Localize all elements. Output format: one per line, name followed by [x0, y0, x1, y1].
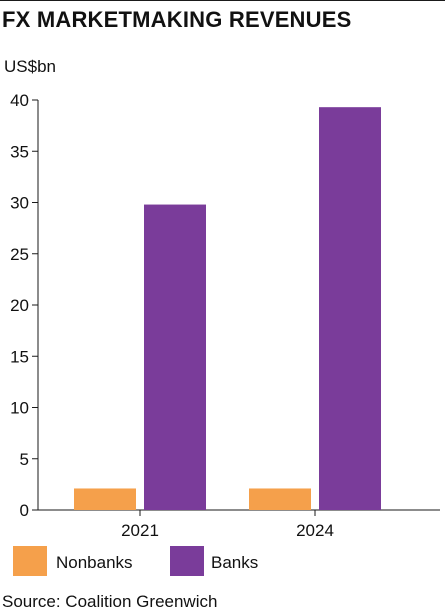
y-tick-label: 5 [20, 450, 29, 469]
legend-label-nonbanks: Nonbanks [56, 553, 133, 572]
y-tick-label: 10 [10, 399, 29, 418]
y-tick-label: 25 [10, 245, 29, 264]
top-rule [0, 0, 445, 1]
bar-banks-2024 [319, 107, 381, 511]
legend-label-banks: Banks [211, 553, 258, 572]
y-tick-label: 35 [10, 142, 29, 161]
y-axis-unit-label: US$bn [4, 57, 56, 76]
x-tick-label: 2021 [121, 521, 159, 540]
y-tick-label: 0 [20, 501, 29, 520]
bar-banks-2021 [144, 204, 206, 511]
bar-nonbanks-2024 [249, 488, 311, 510]
legend-swatch-nonbanks [13, 546, 47, 576]
y-tick-label: 30 [10, 194, 29, 213]
source-note: Source: Coalition Greenwich [2, 592, 218, 611]
y-tick-label: 40 [10, 91, 29, 110]
y-tick-label: 15 [10, 347, 29, 366]
x-tick-label: 2024 [296, 521, 334, 540]
chart-title: FX MARKETMAKING REVENUES [2, 7, 352, 32]
bar-nonbanks-2021 [74, 488, 136, 510]
y-tick-label: 20 [10, 296, 29, 315]
legend-swatch-banks [170, 546, 204, 576]
